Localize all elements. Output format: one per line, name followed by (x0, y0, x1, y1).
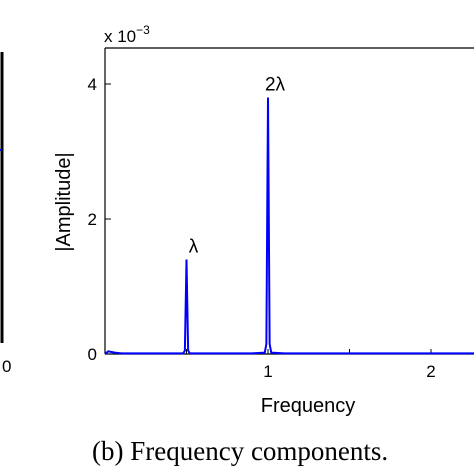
annotations: λ 2λ (189, 75, 286, 258)
y-scale-exponent: −3 (136, 23, 150, 37)
y-scale-factor: x 10−3 (104, 23, 150, 46)
left-panel-fragment: 0 (0, 52, 11, 376)
x-tick-label: 2 (426, 362, 435, 381)
y-tick-label: 2 (88, 210, 97, 229)
chart: 0 2 4 1 2 λ 2λ x 10−3 Frequency |Amplitude| (53, 23, 474, 417)
left-panel-x-tick-label: 0 (2, 357, 11, 376)
y-tick-label: 0 (88, 345, 97, 364)
y-axis-label: |Amplitude| (53, 152, 75, 251)
x-axis-label: Frequency (261, 395, 356, 417)
series-line (104, 97, 474, 355)
peak-annotation: λ (189, 237, 199, 258)
y-scale-label: x 10 (104, 27, 136, 46)
x-tick-label: 1 (263, 362, 272, 381)
peak-annotation: 2λ (265, 75, 286, 96)
figure-caption: (b) Frequency components. (92, 436, 389, 466)
y-ticks: 0 2 4 (88, 75, 111, 364)
y-tick-label: 4 (88, 75, 97, 94)
